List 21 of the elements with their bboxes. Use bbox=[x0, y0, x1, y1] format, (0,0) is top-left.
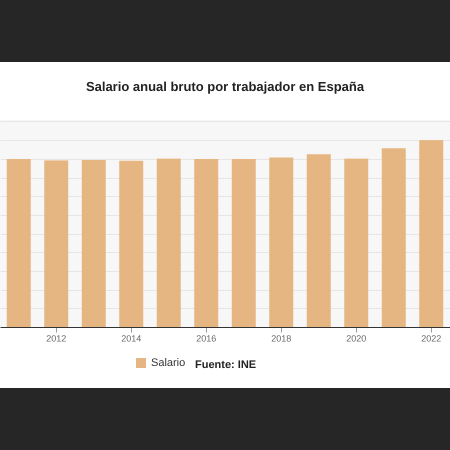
bar bbox=[306, 154, 331, 327]
bar bbox=[82, 160, 106, 327]
bar bbox=[419, 140, 444, 327]
bar bbox=[44, 160, 68, 327]
bar bbox=[119, 160, 144, 327]
bar bbox=[344, 158, 368, 327]
x-tick-label: 2020 bbox=[346, 334, 366, 344]
bar bbox=[382, 148, 406, 327]
x-tick-label: 2012 bbox=[46, 334, 66, 344]
x-tick-label: 2018 bbox=[271, 334, 292, 344]
bar bbox=[6, 159, 31, 327]
bar bbox=[269, 158, 294, 327]
chart-title: Salario anual bruto por trabajador en España bbox=[86, 79, 365, 94]
x-tick-label: 2014 bbox=[121, 334, 142, 344]
bar bbox=[232, 159, 256, 327]
x-tick-label: 2016 bbox=[196, 334, 216, 344]
x-tick-label: 2022 bbox=[421, 334, 442, 344]
legend-label: Salario bbox=[151, 357, 186, 369]
bar bbox=[156, 158, 181, 327]
source-note: Fuente: INE bbox=[195, 359, 256, 371]
bar bbox=[194, 159, 218, 327]
